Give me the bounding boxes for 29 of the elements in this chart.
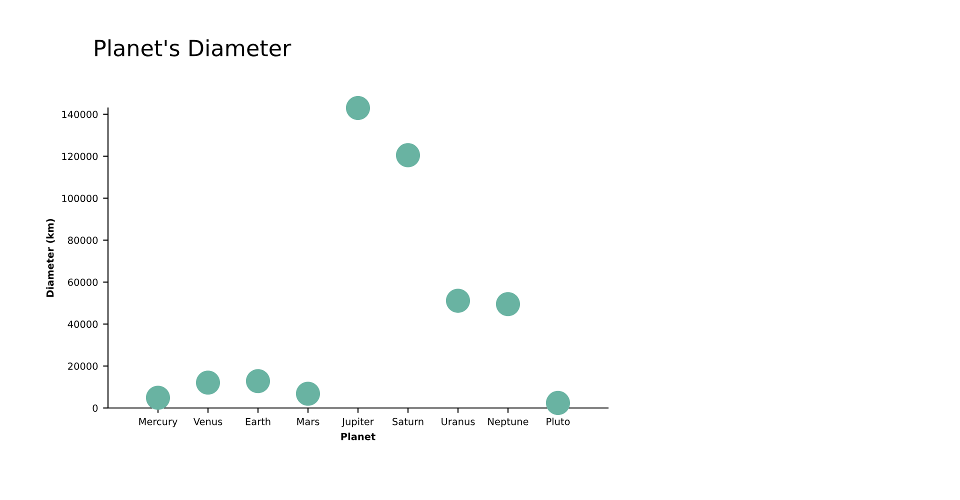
y-tick-label: 100000: [62, 194, 98, 202]
x-tick-label: Earth: [246, 418, 270, 426]
point: [296, 382, 320, 406]
x-tick-label: Neptune: [488, 418, 528, 428]
y-tick-label: 40000: [68, 320, 98, 328]
point: [346, 96, 370, 120]
x-tick-label: Saturn: [392, 418, 424, 426]
chart-title: Planet's Diameter: [95, 39, 292, 56]
y-tick-label: 0: [92, 404, 98, 412]
x-axis-title: Planet: [341, 432, 376, 440]
point: [246, 369, 270, 394]
point: [446, 288, 470, 313]
point: [396, 143, 420, 168]
y-axis-title: Diameter (km): [46, 219, 55, 297]
point: [146, 386, 170, 410]
y-tick-label: 20000: [68, 362, 98, 370]
x-tick-label: Pluto: [546, 418, 570, 426]
x-tick-label: Mercury: [139, 418, 178, 428]
y-tick-label: 140000: [62, 110, 98, 118]
y-tick-label: 80000: [68, 236, 98, 244]
point: [496, 292, 520, 316]
point: [546, 390, 570, 415]
x-tick-label: Mars: [297, 418, 320, 426]
x-tick-label: Uranus: [442, 418, 475, 426]
y-tick-label: 120000: [62, 152, 98, 160]
point: [196, 370, 220, 395]
x-tick-label: Jupiter: [342, 418, 374, 428]
y-tick-label: 60000: [68, 278, 98, 286]
x-tick-label: Venus: [193, 418, 222, 426]
